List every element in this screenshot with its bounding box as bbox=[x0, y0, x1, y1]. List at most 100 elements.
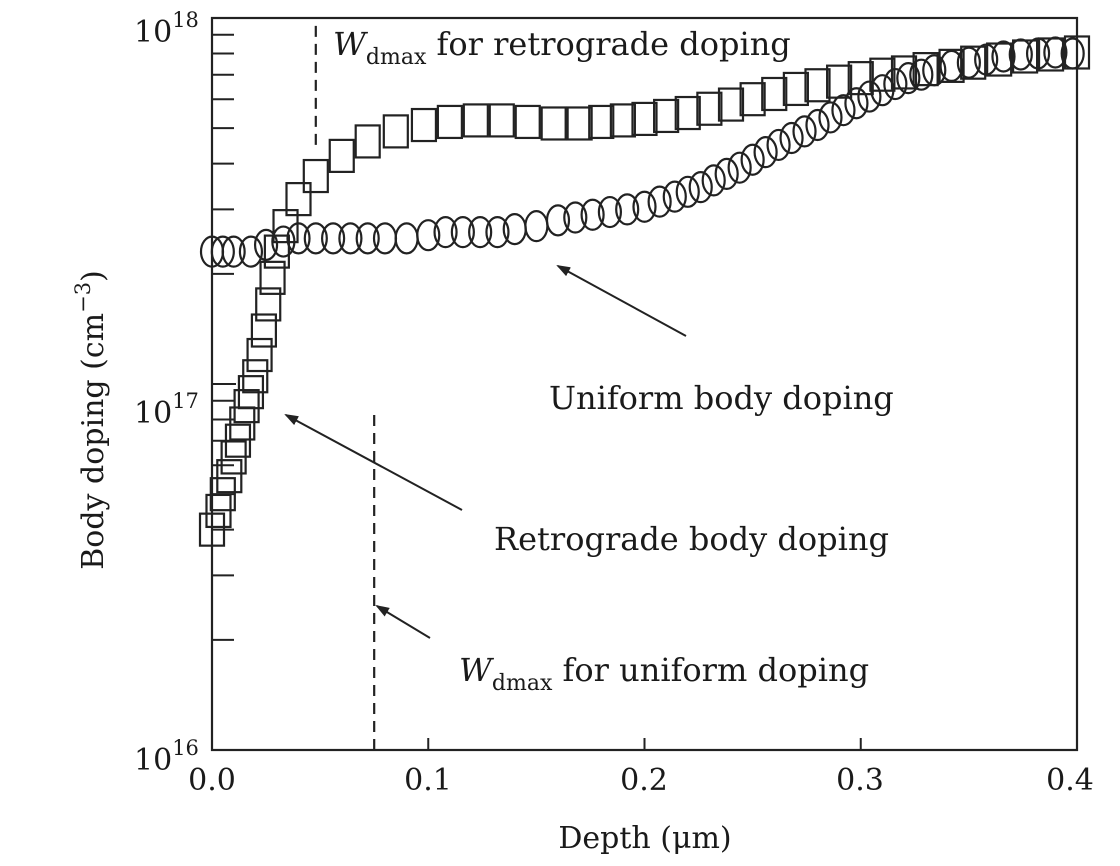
uniform-data-point bbox=[662, 180, 687, 213]
arrow-retrograde bbox=[284, 414, 463, 511]
uniform-data-point bbox=[468, 216, 493, 249]
retrograde-data-point bbox=[410, 107, 438, 143]
uniform-data-point bbox=[779, 121, 804, 155]
retrograde-data-point bbox=[233, 389, 260, 424]
uniform-data-point bbox=[485, 216, 510, 249]
uniform-data-point bbox=[210, 235, 235, 268]
uniform-data-point bbox=[831, 94, 856, 127]
retrograde-data-point bbox=[354, 124, 381, 159]
retrograde-data-point bbox=[250, 313, 277, 348]
x-tick-label: 0.2 bbox=[620, 763, 668, 798]
uniform-data-point bbox=[355, 222, 380, 255]
y-tick-label-1e17: 1017 bbox=[134, 389, 199, 431]
retrograde-data-point bbox=[462, 103, 489, 138]
uniform-data-point bbox=[909, 58, 934, 91]
uniform-data-point bbox=[740, 143, 765, 176]
uniform-data-point bbox=[450, 216, 475, 249]
retrograde-data-point bbox=[1011, 39, 1039, 74]
retrograde-data-point bbox=[960, 45, 987, 80]
retrograde-data-point bbox=[674, 95, 701, 131]
uniform-data-point bbox=[701, 164, 726, 197]
retrograde-data-point bbox=[328, 138, 355, 173]
uniform-data-point bbox=[727, 151, 752, 184]
uniform-data-point bbox=[338, 222, 363, 255]
retrograde-data-point bbox=[890, 55, 918, 90]
retrograde-data-point bbox=[514, 104, 541, 140]
x-tick-label: 0.3 bbox=[836, 763, 884, 798]
retrograde-data-point bbox=[242, 359, 269, 394]
uniform-data-point bbox=[433, 216, 458, 249]
x-tick-label: 0.0 bbox=[188, 763, 236, 798]
uniform-data-point bbox=[416, 219, 441, 252]
retrograde-data-point bbox=[804, 68, 831, 103]
uniform-data-point bbox=[524, 210, 549, 243]
arrow-wdmax-uniform bbox=[375, 604, 431, 639]
retrograde-data-point bbox=[938, 48, 965, 83]
x-axis-title: Depth (μm) bbox=[558, 821, 731, 856]
uniform-data-point bbox=[321, 222, 346, 255]
retrograde-data-point bbox=[609, 103, 636, 138]
retrograde-data-point bbox=[436, 104, 463, 140]
retrograde-data-point bbox=[198, 512, 226, 547]
retrograde-data-point bbox=[382, 114, 409, 149]
uniform-data-point bbox=[580, 198, 605, 231]
uniform-data-point bbox=[753, 136, 778, 169]
retrograde-data-point bbox=[302, 158, 329, 194]
uniform-data-point bbox=[805, 108, 830, 142]
retrograde-data-point bbox=[1037, 37, 1065, 72]
retrograde-data-point bbox=[216, 459, 243, 494]
retrograde-data-point bbox=[826, 64, 853, 99]
uniform-data-point bbox=[766, 128, 791, 162]
uniform-data-point bbox=[303, 222, 328, 255]
uniform-data-point bbox=[647, 185, 672, 218]
series-retrograde-body-doping bbox=[198, 35, 1091, 547]
uniform-data-point bbox=[221, 235, 246, 268]
y-tick-label-1e18: 1018 bbox=[134, 8, 199, 50]
uniform-data-point bbox=[545, 204, 571, 237]
retrograde-data-point bbox=[255, 287, 282, 322]
y-axis-title: Body doping (cm−3) bbox=[71, 270, 111, 570]
retrograde-data-point bbox=[566, 106, 593, 141]
uniform-data-point bbox=[238, 235, 264, 268]
uniform-data-point bbox=[372, 222, 398, 255]
retrograde-data-point bbox=[209, 477, 236, 512]
annotation-wdmax-retrograde: Wdmax for retrograde doping bbox=[333, 25, 791, 70]
uniform-data-point bbox=[563, 201, 588, 234]
x-tick-label: 0.1 bbox=[404, 763, 452, 798]
annotation-wdmax-uniform: Wdmax for uniform doping bbox=[459, 651, 869, 696]
uniform-data-point bbox=[991, 40, 1016, 73]
retrograde-data-point bbox=[488, 103, 515, 138]
retrograde-data-point bbox=[1063, 35, 1091, 70]
uniform-data-point bbox=[597, 195, 623, 229]
uniform-data-point bbox=[615, 193, 640, 226]
arrow-uniform bbox=[556, 265, 687, 337]
retrograde-data-point bbox=[869, 57, 896, 92]
uniform-data-point bbox=[792, 115, 817, 148]
retrograde-data-point bbox=[912, 52, 939, 87]
y-tick-labels: 1016 1017 1018 bbox=[134, 8, 199, 778]
retrograde-data-point bbox=[224, 423, 252, 458]
x-tick-label: 0.4 bbox=[1046, 763, 1094, 798]
retrograde-data-point bbox=[653, 98, 680, 134]
uniform-data-point bbox=[502, 212, 527, 246]
annotation-uniform-body-doping: Uniform body doping bbox=[549, 379, 894, 417]
retrograde-data-point bbox=[782, 71, 809, 107]
retrograde-data-point bbox=[631, 101, 658, 137]
x-tick-labels: 0.0 0.1 0.2 0.3 0.4 bbox=[188, 763, 1094, 798]
uniform-data-point bbox=[818, 101, 843, 134]
retrograde-data-point bbox=[259, 260, 286, 295]
retrograde-data-point bbox=[588, 104, 615, 140]
retrograde-data-point bbox=[540, 106, 567, 141]
uniform-data-point bbox=[253, 228, 279, 261]
uniform-data-point bbox=[632, 190, 657, 223]
uniform-data-point bbox=[714, 157, 739, 191]
y-tick-label-1e16: 1016 bbox=[134, 736, 199, 778]
retrograde-data-point bbox=[986, 42, 1013, 77]
uniform-data-point bbox=[844, 87, 869, 120]
retrograde-data-point bbox=[246, 337, 273, 373]
retrograde-data-point bbox=[739, 82, 766, 117]
uniform-data-point bbox=[394, 222, 419, 255]
retrograde-data-point bbox=[847, 61, 874, 96]
series-uniform-body-doping bbox=[199, 36, 1085, 268]
